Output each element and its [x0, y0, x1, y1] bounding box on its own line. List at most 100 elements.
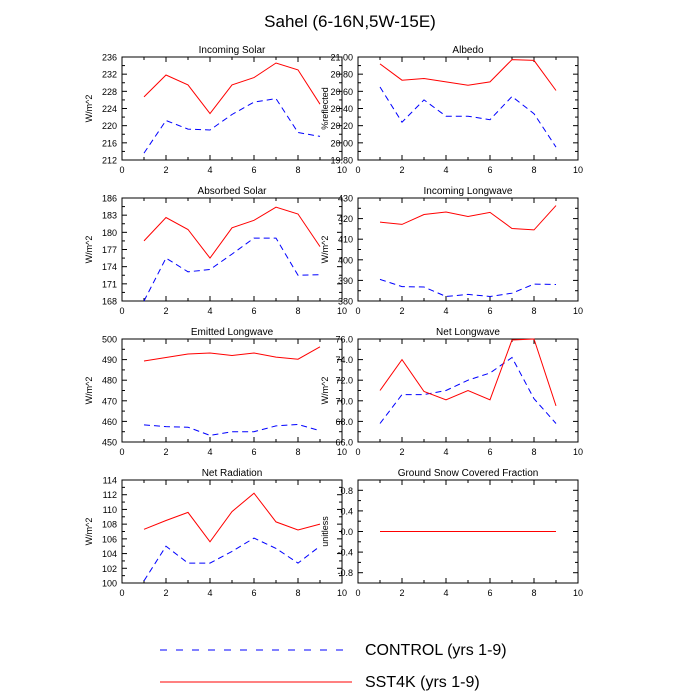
y-tick-label: 72.0: [335, 376, 353, 386]
series-line-sst4k: [379, 338, 557, 407]
series-line-sst4k: [379, 59, 557, 91]
y-axis-label: W/m^2: [84, 377, 94, 405]
y-tick-label: 400: [338, 255, 353, 265]
y-tick-label: 19.80: [330, 156, 353, 166]
y-tick-label: 110: [103, 505, 117, 515]
y-tick-label: 380: [338, 297, 353, 307]
y-tick-label: 21.00: [330, 53, 353, 63]
x-tick-label: 8: [295, 447, 300, 457]
series-line-control: [379, 86, 557, 148]
y-tick-label: 104: [102, 549, 117, 559]
y-axis-label: W/m^2: [320, 377, 330, 405]
panel-6: Net Radiation 0 2 4 6 8 10 100 102 104 106 108 110 11…: [84, 468, 347, 598]
x-tick-label: 0: [119, 165, 124, 175]
y-tick-label: -0.8: [337, 568, 353, 578]
y-tick-label: 212: [102, 156, 117, 166]
series-line-sst4k: [143, 62, 321, 115]
x-tick-label: 0: [119, 447, 124, 457]
y-tick-label: 0.0: [340, 527, 353, 537]
panel-0: Incoming Solar 0 2 4 6 8 10 212 216 220 224 228 232 2…: [84, 45, 347, 175]
x-tick-label: 8: [531, 306, 536, 316]
y-tick-label: 76.0: [335, 335, 353, 345]
x-tick-label: 10: [337, 447, 347, 457]
y-axis-label: W/m^2: [84, 518, 94, 546]
panel-7: Ground Snow Covered Fraction 0 2 4 6 8 10 -0.8 -…: [320, 468, 583, 598]
x-tick-label: 10: [573, 588, 583, 598]
y-tick-label: 70.0: [335, 396, 353, 406]
y-axis-label: W/m^2: [84, 95, 94, 123]
x-tick-label: 6: [251, 306, 256, 316]
x-tick-label: 2: [399, 165, 404, 175]
x-tick-label: 4: [207, 447, 212, 457]
y-tick-label: 0.4: [340, 506, 353, 516]
legend-sst4k-label: SST4K (yrs 1-9): [365, 674, 480, 691]
panel-title: Absorbed Solar: [198, 186, 268, 197]
x-tick-label: 10: [573, 165, 583, 175]
x-tick-label: 8: [295, 306, 300, 316]
x-tick-label: 8: [531, 588, 536, 598]
plot-frame: [121, 56, 343, 161]
x-tick-label: 8: [295, 165, 300, 175]
y-tick-label: 168: [102, 297, 117, 307]
y-tick-label: 112: [103, 490, 117, 500]
y-tick-label: 490: [102, 355, 117, 365]
y-tick-label: 68.0: [335, 417, 353, 427]
y-tick-label: 470: [102, 396, 117, 406]
legend: CONTROL (yrs 1-9) SST4K (yrs 1-9): [160, 642, 507, 691]
y-tick-label: 216: [102, 138, 117, 148]
y-tick-label: 20.60: [330, 87, 353, 97]
y-tick-label: 20.00: [330, 138, 353, 148]
y-axis-label: unitless: [320, 516, 330, 547]
x-tick-label: 8: [531, 165, 536, 175]
legend-control-label: CONTROL (yrs 1-9): [365, 642, 507, 659]
y-tick-label: 420: [338, 214, 353, 224]
series-line-sst4k: [379, 205, 557, 231]
x-tick-label: 0: [119, 306, 124, 316]
x-tick-label: 2: [163, 306, 168, 316]
x-tick-label: 10: [573, 447, 583, 457]
x-tick-label: 6: [251, 447, 256, 457]
panel-title: Net Radiation: [202, 468, 263, 479]
y-tick-label: 183: [102, 211, 117, 221]
y-tick-label: 236: [102, 53, 117, 63]
series-line-control: [379, 278, 557, 298]
x-tick-label: 6: [487, 447, 492, 457]
y-tick-label: 174: [102, 262, 117, 272]
series-line-control: [143, 423, 321, 436]
panel-title: Incoming Longwave: [424, 186, 513, 197]
panel-title: Net Longwave: [436, 327, 500, 338]
y-tick-label: 177: [102, 245, 117, 255]
x-tick-label: 2: [163, 447, 168, 457]
x-tick-label: 0: [355, 306, 360, 316]
x-tick-label: 10: [337, 306, 347, 316]
x-tick-label: 4: [443, 165, 448, 175]
x-tick-label: 4: [207, 306, 212, 316]
series-line-sst4k: [143, 346, 321, 362]
plot-frame: [357, 197, 579, 302]
y-tick-label: 410: [338, 235, 353, 245]
y-tick-label: 430: [338, 194, 353, 204]
panel-title: Albedo: [452, 45, 484, 56]
panel-2: Absorbed Solar 0 2 4 6 8 10 168 171 174 177 180 183 1…: [84, 186, 347, 316]
x-tick-label: 4: [207, 588, 212, 598]
y-tick-label: 232: [102, 70, 117, 80]
x-tick-label: 8: [295, 588, 300, 598]
y-axis-label: %reflected: [320, 87, 330, 130]
y-tick-label: 0.8: [340, 486, 353, 496]
y-tick-label: 224: [102, 104, 117, 114]
y-tick-label: 220: [102, 121, 117, 131]
panel-title: Incoming Solar: [199, 45, 266, 56]
y-tick-label: 74.0: [335, 355, 353, 365]
y-tick-label: 171: [102, 279, 117, 289]
y-tick-label: 114: [103, 476, 117, 486]
x-tick-label: 2: [399, 447, 404, 457]
y-tick-label: 390: [338, 276, 353, 286]
y-tick-label: 108: [102, 520, 117, 530]
x-tick-label: 2: [163, 165, 168, 175]
series-line-sst4k: [143, 206, 321, 259]
y-tick-label: 106: [102, 534, 117, 544]
series-line-control: [379, 356, 557, 424]
